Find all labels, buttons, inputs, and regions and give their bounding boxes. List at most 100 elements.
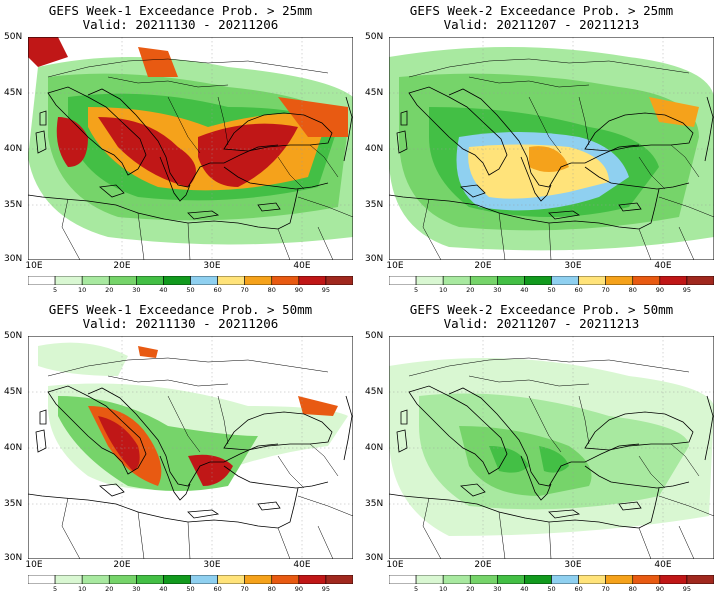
lon-label: 10E [25,261,43,271]
colorbar [28,276,353,285]
lat-label: 45N [365,88,384,98]
probability-map [28,336,353,559]
colorbar-swatch [442,276,471,285]
colorbar-swatch [217,276,245,285]
lon-label: 20E [113,560,131,570]
lon-label: 30E [203,261,221,271]
lat-label: 40N [365,443,384,453]
colorbar-swatch [551,575,579,584]
colorbar-swatch [605,575,634,584]
colorbar-swatch [54,575,83,584]
lon-label: 40E [293,261,311,271]
colorbar-tick-label: 95 [321,286,331,294]
lat-label: 35N [4,499,23,509]
colorbar-swatch [632,276,661,285]
lon-label: 30E [564,560,582,570]
lon-label: 30E [564,261,582,271]
colorbar-tick-label: 50 [186,286,195,294]
colorbar-swatch [108,276,137,285]
panel-week2-25mm: GEFS Week-2 Exceedance Prob. > 25mm Vali… [361,0,722,299]
lat-label: 40N [4,443,23,453]
lat-label: 35N [365,499,384,509]
colorbar-tick-label: 80 [267,585,276,593]
colorbar-swatch [551,276,579,285]
colorbar-tick-label: 10 [439,286,448,294]
colorbar-tick-label: 60 [574,585,583,593]
colorbar-swatch [325,276,353,285]
lat-label: 40N [4,144,23,154]
colorbar [389,276,714,285]
panel-title: GEFS Week-1 Exceedance Prob. > 50mm [48,302,313,317]
lon-label: 40E [293,560,311,570]
colorbar-swatch [298,575,327,584]
colorbar-tick-label: 30 [132,286,141,294]
lon-label: 20E [113,261,131,271]
colorbar-tick-label: 5 [414,585,419,593]
colorbar-tick-label: 70 [240,585,249,593]
colorbar-tick-label: 5 [53,585,58,593]
colorbar-swatch [298,276,327,285]
colorbar-swatch [81,575,110,584]
colorbar-swatch [632,575,661,584]
colorbar-swatch [578,276,606,285]
colorbar-swatch [686,575,714,584]
lon-label: 20E [474,560,492,570]
colorbar-tick-label: 80 [267,286,276,294]
colorbar-tick-label: 5 [414,286,419,294]
colorbar-tick-label: 60 [213,286,222,294]
probability-map [389,336,714,559]
panel-valid-dates: Valid: 20211207 - 20211213 [443,17,640,32]
panel-valid-dates: Valid: 20211130 - 20211206 [82,316,279,331]
colorbar-tick-label: 95 [682,286,692,294]
colorbar-swatch [28,276,56,285]
colorbar-swatch [415,575,444,584]
colorbar-tick-label: 80 [628,286,637,294]
colorbar-swatch [190,575,218,584]
lat-label: 45N [365,387,384,397]
colorbar-tick-label: 70 [240,286,249,294]
lat-label: 50N [365,32,384,42]
colorbar-tick-label: 40 [159,585,168,593]
lat-label: 30N [365,553,384,563]
panel-title: GEFS Week-2 Exceedance Prob. > 25mm [409,3,674,18]
colorbar-tick-label: 95 [321,585,331,593]
colorbar-swatch [271,575,300,584]
colorbar-swatch [217,575,245,584]
colorbar-swatch [325,575,353,584]
colorbar-swatch [497,276,525,285]
colorbar-tick-label: 40 [520,585,529,593]
colorbar-swatch [686,276,714,285]
colorbar-tick-label: 95 [682,585,692,593]
lat-label: 35N [365,200,384,210]
colorbar-tick-label: 70 [601,286,610,294]
panel-title: GEFS Week-2 Exceedance Prob. > 50mm [409,302,674,317]
colorbar-swatch [108,575,137,584]
colorbar-swatch [497,575,525,584]
colorbar-tick-label: 50 [547,585,556,593]
colorbar-swatch [442,575,471,584]
colorbar-tick-label: 40 [159,286,168,294]
probability-map [389,37,714,260]
colorbar-swatch [469,276,498,285]
colorbar-tick-label: 20 [105,585,114,593]
colorbar-tick-label: 20 [466,286,475,294]
colorbar-tick-label: 70 [601,585,610,593]
lat-label: 30N [4,553,23,563]
colorbar-swatch [659,276,688,285]
colorbar-swatch [659,575,688,584]
colorbar-swatch [415,276,444,285]
panel-week1-50mm: GEFS Week-1 Exceedance Prob. > 50mm Vali… [0,299,361,598]
panel-valid-dates: Valid: 20211207 - 20211213 [443,316,640,331]
panel-valid-dates: Valid: 20211130 - 20211206 [82,17,279,32]
colorbar-swatch [524,575,552,584]
lon-label: 10E [386,261,404,271]
colorbar-swatch [244,276,273,285]
probability-map [28,37,353,260]
colorbar-tick-label: 30 [132,585,141,593]
lon-label: 20E [474,261,492,271]
lat-label: 45N [4,387,23,397]
colorbar-swatch [605,276,634,285]
colorbar-tick-label: 50 [547,286,556,294]
colorbar-tick-label: 60 [213,585,222,593]
lon-label: 40E [654,560,672,570]
